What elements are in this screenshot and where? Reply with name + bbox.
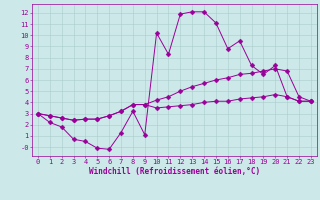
X-axis label: Windchill (Refroidissement éolien,°C): Windchill (Refroidissement éolien,°C) <box>89 167 260 176</box>
